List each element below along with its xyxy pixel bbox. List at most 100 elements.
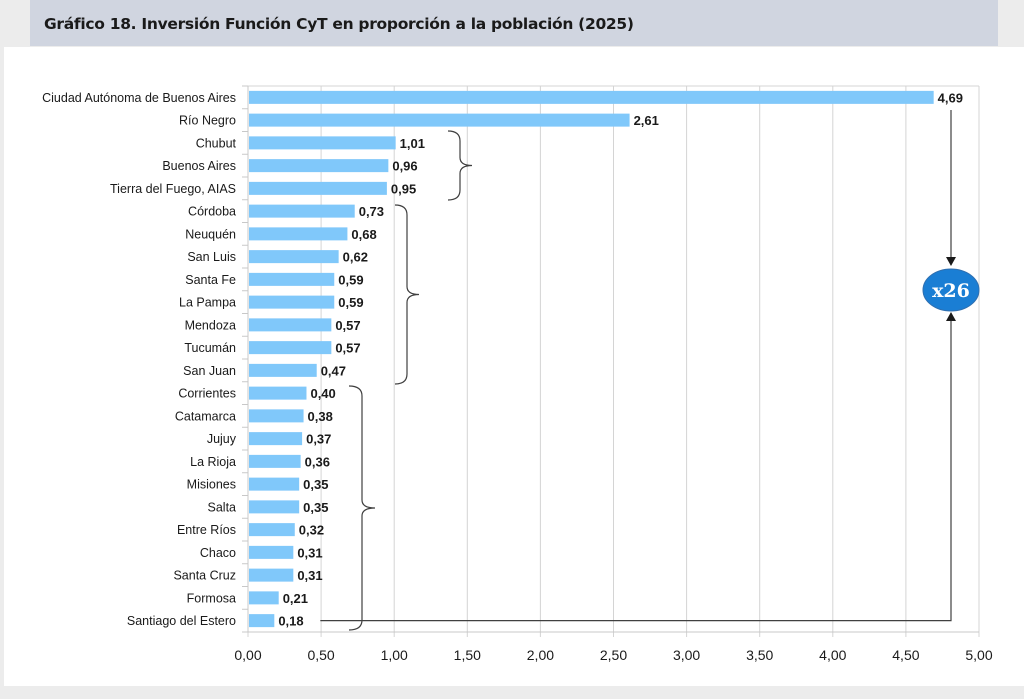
category-label: Corrientes bbox=[178, 387, 236, 401]
x-tick-label: 4,00 bbox=[819, 647, 846, 663]
bar bbox=[249, 250, 339, 264]
value-label: 0,36 bbox=[305, 454, 330, 469]
bar bbox=[249, 591, 279, 605]
category-label: Tucumán bbox=[184, 341, 236, 355]
value-label: 1,01 bbox=[400, 136, 425, 151]
bar bbox=[249, 136, 396, 150]
category-label: Misiones bbox=[187, 478, 236, 492]
bar bbox=[249, 477, 300, 491]
value-label: 0,57 bbox=[335, 318, 360, 333]
chart-header: Gráfico 18. Inversión Función CyT en pro… bbox=[30, 0, 998, 46]
category-label: Formosa bbox=[187, 591, 236, 605]
ratio-badge bbox=[922, 268, 980, 312]
bar bbox=[249, 454, 301, 468]
value-label: 0,35 bbox=[303, 500, 328, 515]
bar bbox=[249, 204, 355, 218]
category-label: Santa Cruz bbox=[173, 569, 236, 583]
value-label: 0,32 bbox=[299, 523, 324, 538]
category-label: San Juan bbox=[183, 364, 236, 378]
value-labels: 4,69 2,61 1,01 0,96 0,95 0,73 0,68 0,62 0,59 0,59… bbox=[278, 90, 963, 628]
category-label: San Luis bbox=[187, 250, 236, 264]
x-tick-label: 3,00 bbox=[673, 647, 700, 663]
bar bbox=[249, 159, 389, 173]
value-label: 2,61 bbox=[634, 113, 659, 128]
category-label: La Pampa bbox=[179, 296, 236, 310]
arrow-down-head bbox=[946, 257, 956, 266]
x-tick-label: 5,00 bbox=[965, 647, 992, 663]
bar bbox=[249, 181, 387, 195]
category-label: Río Negro bbox=[179, 114, 236, 128]
x-tick-label: 2,50 bbox=[600, 647, 627, 663]
value-label: 0,95 bbox=[391, 181, 416, 196]
bar bbox=[249, 432, 303, 446]
bars bbox=[249, 90, 934, 628]
chart-panel bbox=[4, 47, 1024, 686]
category-label: La Rioja bbox=[190, 455, 236, 469]
gridlines bbox=[242, 85, 980, 637]
bar bbox=[249, 545, 294, 559]
bar bbox=[249, 386, 307, 400]
bar bbox=[249, 227, 348, 241]
x-tick-label: 3,50 bbox=[746, 647, 773, 663]
value-label: 0,31 bbox=[297, 568, 322, 583]
bar bbox=[249, 363, 317, 377]
x-tick-label: 4,50 bbox=[892, 647, 919, 663]
value-label: 0,62 bbox=[343, 250, 368, 265]
arrow-up-head bbox=[946, 312, 956, 321]
category-label: Córdoba bbox=[188, 205, 236, 219]
value-label: 0,35 bbox=[303, 477, 328, 492]
ratio-badge-text: x26 bbox=[932, 280, 970, 302]
value-label: 0,47 bbox=[321, 363, 346, 378]
bar bbox=[249, 272, 335, 286]
category-label: Entre Ríos bbox=[177, 523, 236, 537]
value-label: 0,38 bbox=[308, 409, 333, 424]
category-label: Mendoza bbox=[185, 318, 236, 332]
category-label: Jujuy bbox=[207, 432, 237, 446]
category-label: Santa Fe bbox=[185, 273, 236, 287]
bar bbox=[249, 318, 332, 332]
x-tick-label: 1,00 bbox=[381, 647, 408, 663]
value-label: 0,59 bbox=[338, 295, 363, 310]
chart-title: Gráfico 18. Inversión Función CyT en pro… bbox=[44, 15, 634, 33]
bar bbox=[249, 568, 294, 582]
category-label: Neuquén bbox=[185, 227, 236, 241]
value-label: 0,31 bbox=[297, 545, 322, 560]
value-label: 0,40 bbox=[310, 386, 335, 401]
category-labels: Ciudad Autónoma de Buenos Aires Río Negro… bbox=[42, 91, 237, 628]
bracket-group-2 bbox=[394, 204, 420, 385]
bar bbox=[249, 500, 300, 514]
category-label: Ciudad Autónoma de Buenos Aires bbox=[42, 91, 236, 105]
category-label: Buenos Aires bbox=[162, 159, 236, 173]
bar bbox=[249, 409, 304, 423]
annotations: x26 bbox=[320, 110, 980, 631]
category-label: Chubut bbox=[196, 136, 237, 150]
category-label: Catamarca bbox=[175, 409, 236, 423]
value-label: 0,37 bbox=[306, 432, 331, 447]
category-label: Tierra del Fuego, AIAS bbox=[110, 182, 236, 196]
category-label: Salta bbox=[208, 500, 237, 514]
bar bbox=[249, 523, 295, 537]
value-label: 0,96 bbox=[392, 159, 417, 174]
bar bbox=[249, 614, 275, 628]
bracket-group-1 bbox=[447, 130, 473, 201]
value-label: 4,69 bbox=[938, 90, 963, 105]
value-label: 0,59 bbox=[338, 272, 363, 287]
x-tick-label: 0,50 bbox=[307, 647, 334, 663]
value-label: 0,73 bbox=[359, 204, 384, 219]
value-label: 0,57 bbox=[335, 341, 360, 356]
bar bbox=[249, 113, 630, 127]
x-tick-label: 1,50 bbox=[454, 647, 481, 663]
x-tick-label: 2,00 bbox=[527, 647, 554, 663]
bar bbox=[249, 295, 335, 309]
bar bbox=[249, 341, 332, 355]
bracket-group-3 bbox=[348, 385, 376, 631]
value-label: 0,21 bbox=[283, 591, 308, 606]
value-label: 0,18 bbox=[278, 614, 303, 629]
x-axis-ticks: 0,00 0,50 1,00 1,50 2,00 2,50 3,00 3,50 4,00 4,50… bbox=[234, 647, 992, 663]
category-label: Chaco bbox=[200, 546, 236, 560]
arrow-line-bottom bbox=[320, 317, 952, 622]
value-label: 0,68 bbox=[351, 227, 376, 242]
category-label: Santiago del Estero bbox=[127, 614, 236, 628]
x-tick-label: 0,00 bbox=[234, 647, 261, 663]
